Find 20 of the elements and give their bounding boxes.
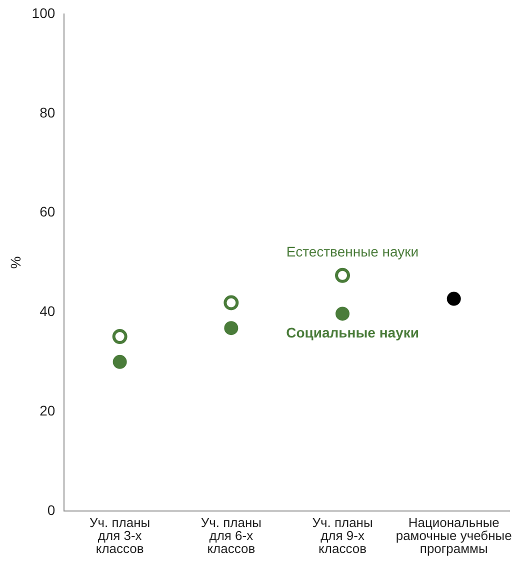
y-tick-label: 60 — [40, 204, 56, 220]
point — [112, 329, 128, 344]
point — [224, 295, 239, 310]
y-tick-label: 80 — [40, 104, 56, 120]
point — [112, 354, 127, 369]
y-tick-label: 100 — [32, 4, 56, 21]
point — [446, 292, 461, 306]
point — [224, 321, 238, 336]
x-tick-label: Уч. планы для 6-х классов — [200, 515, 262, 556]
y-tick-label: 40 — [40, 303, 56, 320]
y-tick-label: 0 — [47, 502, 56, 518]
x-tick-label: Уч. планы для 3-х классов — [90, 515, 150, 556]
x-tick-label: Национальные рамочные учебные программы — [396, 515, 512, 556]
y-tick-label: 20 — [40, 402, 56, 418]
point — [335, 268, 350, 283]
x-tick-label: Уч. планы для 9-х классов — [312, 515, 373, 556]
point — [336, 306, 350, 321]
y-axis-title: % — [7, 256, 24, 269]
series-label: Естественные науки — [286, 243, 419, 260]
series-label: Социальные науки — [286, 324, 419, 341]
